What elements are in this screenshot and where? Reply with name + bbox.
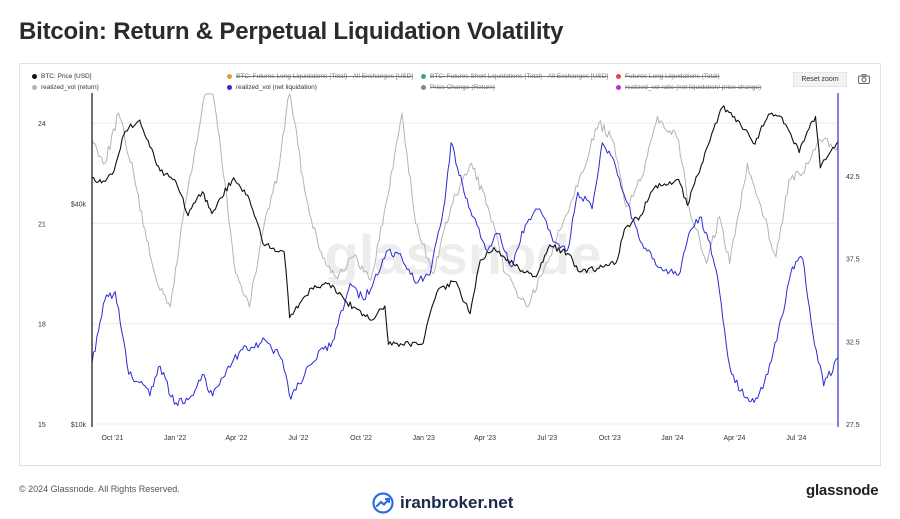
watermark: glassnode: [325, 223, 602, 286]
legend-item-realized-vol-net-liquidation[interactable]: realized_vol (net liquidation): [227, 84, 317, 91]
legend-label: Price Change (Return): [430, 84, 496, 91]
legend-label: BTC: Futures Short Liquidations (Total) …: [430, 73, 609, 80]
site-logo: iranbroker.net: [372, 492, 513, 514]
x-tick-label: Apr '24: [723, 435, 745, 442]
legend-dot: [227, 74, 232, 79]
page-title: Bitcoin: Return & Perpetual Liquidation …: [19, 18, 564, 45]
right-tick-label: 32.5: [846, 339, 860, 346]
x-tick-label: Jan '24: [661, 435, 683, 442]
series-line-btc-price: [91, 105, 839, 347]
legend-item-long-liquidations-total[interactable]: Futures Long Liquidations (Total): [616, 73, 720, 80]
left-tick-label: 21: [38, 221, 46, 228]
legend-label: realized_vol (net liquidation): [236, 84, 317, 91]
legend-label: realized_vol ratio (net liquidation/ pri…: [625, 84, 762, 91]
legend-item-realized-vol-ratio[interactable]: realized_vol ratio (net liquidation/ pri…: [616, 84, 761, 91]
copyright-text: © 2024 Glassnode. All Rights Reserved.: [19, 484, 180, 494]
x-tick-label: Apr '23: [474, 435, 496, 442]
legend-item-price-change-return[interactable]: Price Change (Return): [421, 84, 495, 91]
axes: Oct '21 Jan '22 Apr '22 Jul '22 Oct '22 Jan '…: [38, 93, 860, 442]
legend-item-short-liquidations-all[interactable]: BTC: Futures Short Liquidations (Total) …: [421, 73, 608, 80]
left-tick-label: 15: [38, 422, 46, 429]
x-tick-label: Apr '22: [225, 435, 247, 442]
legend-dot: [227, 85, 232, 90]
brand-logo: glassnode: [806, 482, 879, 499]
x-tick-label: Jul '23: [537, 435, 557, 442]
chart-panel: BTC: Price [USD] BTC: Futures Long Liqui…: [19, 63, 881, 466]
price-tick-label: $10k: [71, 422, 87, 429]
reset-zoom-button[interactable]: Reset zoom: [793, 72, 847, 87]
legend-dot: [32, 74, 37, 79]
x-tick-label: Oct '22: [350, 435, 372, 442]
legend-item-realized-vol-return[interactable]: realized_vol (return): [32, 84, 99, 91]
x-tick-label: Jul '24: [786, 435, 806, 442]
series-line-realized-vol-return: [91, 93, 839, 308]
legend-dot: [616, 85, 621, 90]
legend-label: BTC: Price [USD]: [41, 73, 92, 80]
left-tick-label: 24: [38, 121, 46, 128]
series-layer: [91, 93, 839, 406]
x-tick-label: Jul '22: [288, 435, 308, 442]
x-tick-label: Oct '23: [599, 435, 621, 442]
legend-label: Futures Long Liquidations (Total): [625, 73, 720, 80]
x-tick-label: Jan '22: [164, 435, 186, 442]
right-tick-label: 27.5: [846, 422, 860, 429]
growth-chart-icon: [372, 492, 394, 514]
x-tick-label: Jan '23: [413, 435, 435, 442]
x-tick-label: Oct '21: [101, 435, 123, 442]
right-tick-label: 42.5: [846, 174, 860, 181]
site-name: iranbroker.net: [400, 493, 514, 512]
legend-dot: [421, 74, 426, 79]
legend-label: realized_vol (return): [41, 84, 99, 91]
price-tick-label: $40k: [71, 201, 87, 208]
legend-item-btc-price[interactable]: BTC: Price [USD]: [32, 73, 92, 80]
series-line-realized-vol-net-liquidation: [91, 142, 839, 406]
left-tick-label: 18: [38, 322, 46, 329]
legend-dot: [616, 74, 621, 79]
grid: [92, 122, 838, 425]
legend: BTC: Price [USD] BTC: Futures Long Liqui…: [20, 64, 880, 94]
legend-dot: [32, 85, 37, 90]
plot-area: glassnode Oct '21 Jan '22 Apr '22 Jul '22 Oc…: [38, 93, 860, 442]
camera-icon[interactable]: [858, 74, 870, 84]
legend-label: BTC: Futures Long Liquidations (Total) -…: [236, 73, 414, 80]
right-tick-label: 37.5: [846, 257, 860, 264]
legend-item-long-liquidations-all[interactable]: BTC: Futures Long Liquidations (Total) -…: [227, 73, 413, 80]
legend-dot: [421, 85, 426, 90]
